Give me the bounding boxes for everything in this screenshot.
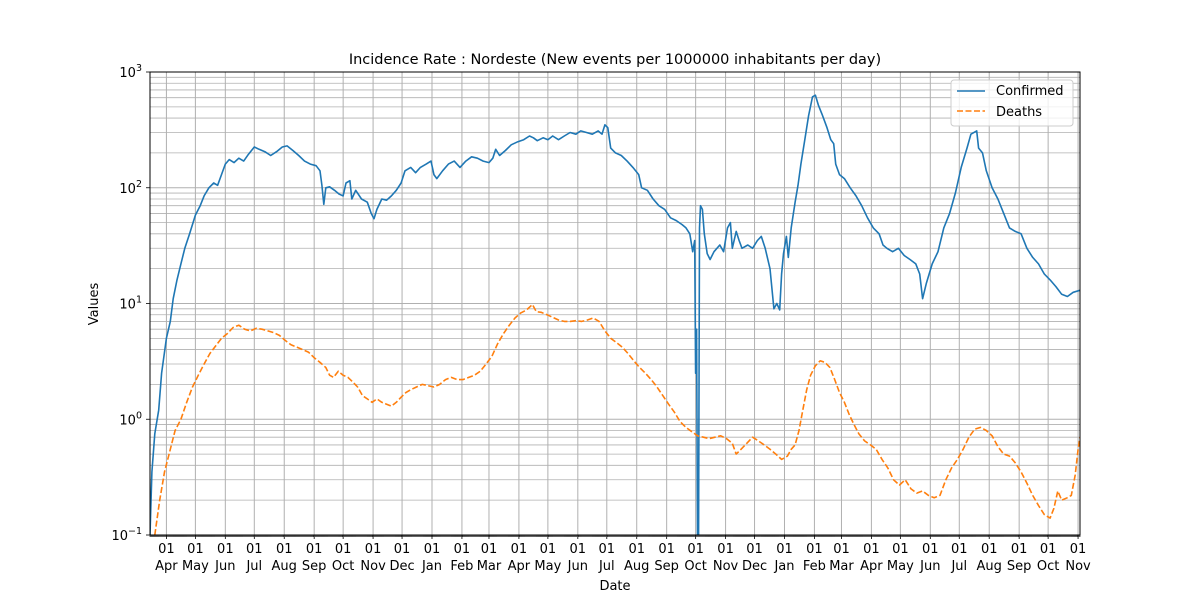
x-tick-day-label: 01	[454, 542, 471, 557]
x-tick-month-label: May	[182, 559, 209, 574]
x-tick-month-label: Dec	[389, 559, 414, 574]
x-tick-month-label: Jun	[919, 559, 940, 574]
x-tick-month-label: Apr	[155, 559, 178, 574]
x-tick-day-label: 01	[570, 542, 587, 557]
x-tick-month-label: Nov	[713, 559, 739, 574]
x-tick-month-label: Jun	[214, 559, 235, 574]
x-tick-month-label: Oct	[332, 559, 354, 574]
x-tick-day-label: 01	[246, 542, 263, 557]
x-tick-month-label: Nov	[360, 559, 386, 574]
x-tick-month-label: Sep	[654, 559, 679, 574]
x-tick-day-label: 01	[365, 542, 382, 557]
x-tick-day-label: 01	[540, 542, 557, 557]
x-tick-month-label: May	[887, 559, 914, 574]
x-tick-month-label: Jul	[950, 559, 967, 574]
y-tick-label: 10−1	[111, 526, 142, 544]
legend-label-confirmed: Confirmed	[996, 84, 1064, 99]
x-tick-day-label: 01	[1070, 542, 1087, 557]
x-tick-day-label: 01	[951, 542, 968, 557]
x-tick-day-label: 01	[335, 542, 352, 557]
x-tick-day-label: 01	[158, 542, 175, 557]
x-tick-month-label: Apr	[860, 559, 883, 574]
y-axis-label: Values	[87, 283, 102, 326]
x-tick-month-label: Jan	[421, 559, 442, 574]
x-tick-month-label: Jul	[598, 559, 615, 574]
x-axis-label: Date	[599, 579, 630, 594]
x-tick-day-label: 01	[981, 542, 998, 557]
x-tick-month-label: Feb	[803, 559, 826, 574]
x-tick-day-label: 01	[1040, 542, 1057, 557]
series-layer	[150, 94, 1080, 535]
x-tick-day-label: 01	[276, 542, 293, 557]
minor-gridlines	[150, 76, 1080, 501]
x-tick-month-label: Feb	[450, 559, 473, 574]
y-tick-label: 100	[119, 410, 142, 428]
x-tick-month-label: Jun	[567, 559, 588, 574]
legend-label-deaths: Deaths	[996, 105, 1042, 120]
x-tick-day-label: 01	[776, 542, 793, 557]
x-tick-day-label: 01	[424, 542, 441, 557]
chart-title: Incidence Rate : Nordeste (New events pe…	[349, 52, 881, 68]
y-tick-label: 102	[119, 179, 142, 197]
x-tick-month-label: Jan	[773, 559, 794, 574]
x-tick-day-label: 01	[217, 542, 234, 557]
x-tick-day-label: 01	[187, 542, 204, 557]
x-tick-day-label: 01	[306, 542, 323, 557]
x-tick-day-label: 01	[863, 542, 880, 557]
x-tick-day-label: 01	[687, 542, 704, 557]
x-tick-month-label: Mar	[829, 559, 854, 574]
series-line-confirmed	[150, 94, 1080, 535]
x-tick-day-label: 01	[511, 542, 528, 557]
x-tick-month-label: Mar	[477, 559, 502, 574]
x-tick-month-label: May	[534, 559, 561, 574]
x-tick-day-label: 01	[806, 542, 823, 557]
x-tick-month-label: Oct	[1037, 559, 1059, 574]
x-tick-month-label: Nov	[1065, 559, 1091, 574]
series-line-deaths	[154, 303, 1080, 535]
x-tick-day-label: 01	[481, 542, 498, 557]
x-tick-day-label: 01	[1011, 542, 1028, 557]
legend: Confirmed Deaths	[950, 79, 1074, 127]
x-tick-month-label: Oct	[684, 559, 706, 574]
x-tick-month-label: Aug	[272, 559, 297, 574]
y-tick-label: 103	[119, 63, 142, 81]
x-tick-day-label: 01	[394, 542, 411, 557]
x-tick-month-label: Dec	[742, 559, 767, 574]
x-tick-day-label: 01	[717, 542, 734, 557]
y-axis: 10−1 100 101 102 103	[111, 63, 150, 544]
x-tick-day-label: 01	[628, 542, 645, 557]
x-axis: 01 Apr 01 May 01 Jun 01 Jul 01 Aug 01 Sep 01 Oct 01 Nov…	[149, 535, 1091, 574]
x-tick-month-label: Sep	[1007, 559, 1032, 574]
y-tick-label: 101	[119, 295, 142, 313]
x-tick-day-label: 01	[833, 542, 850, 557]
x-tick-month-label: Apr	[508, 559, 531, 574]
x-tick-month-label: Jul	[245, 559, 262, 574]
x-tick-month-label: Aug	[977, 559, 1002, 574]
x-tick-month-label: Aug	[624, 559, 649, 574]
x-tick-day-label: 01	[599, 542, 616, 557]
x-tick-day-label: 01	[892, 542, 909, 557]
x-tick-month-label: Sep	[302, 559, 327, 574]
x-tick-day-label: 01	[746, 542, 763, 557]
x-tick-day-label: 01	[922, 542, 939, 557]
x-tick-day-label: 01	[658, 542, 675, 557]
